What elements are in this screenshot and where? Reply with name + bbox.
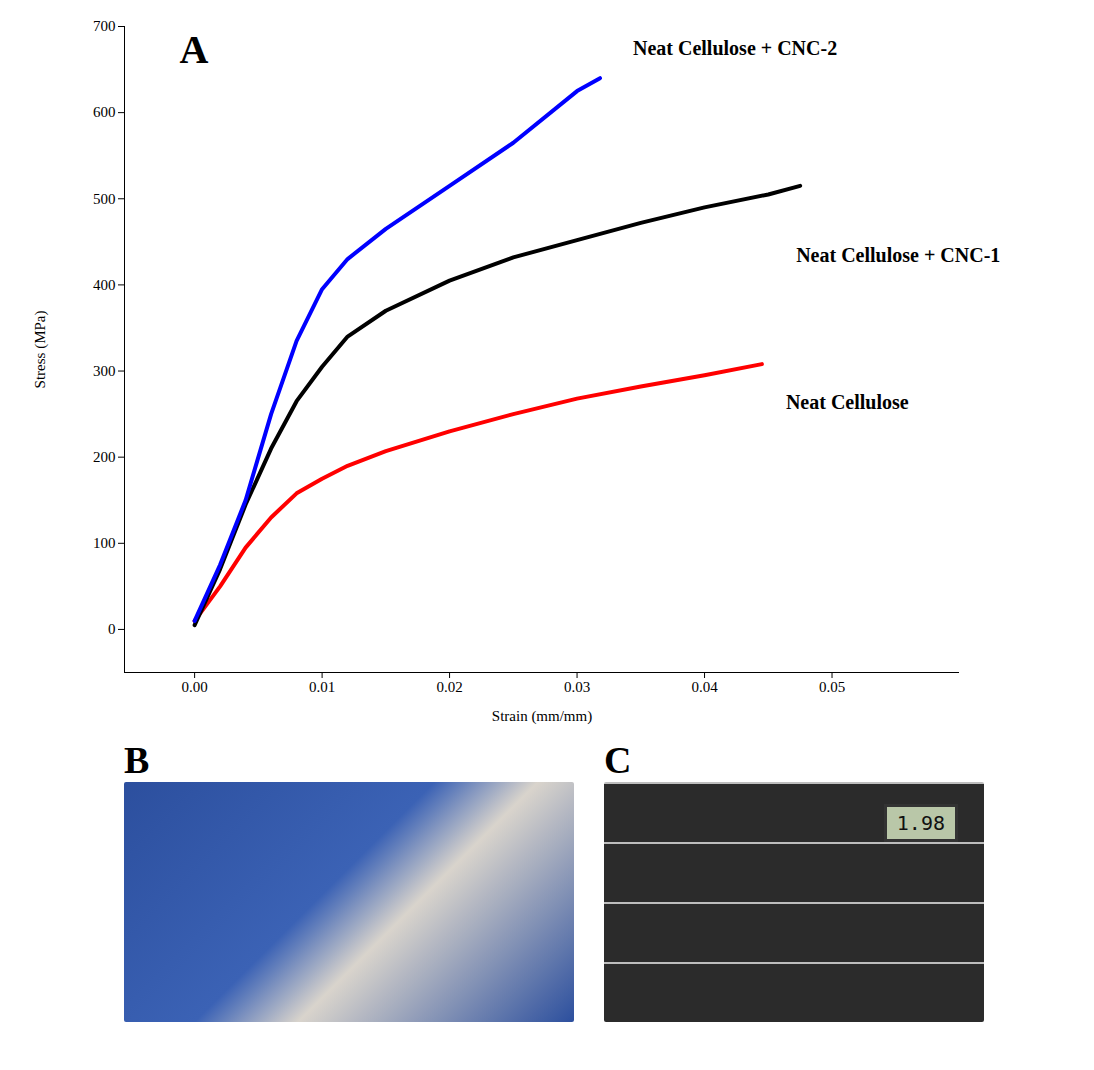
svg-text:A: A [180,27,209,72]
html-text:B: B [124,739,150,781]
svg-text:0.05: 0.05 [819,679,845,695]
svg-text:0.02: 0.02 [436,679,462,695]
svg-text:500: 500 [93,191,116,207]
svg-text:300: 300 [93,363,116,379]
svg-text:700: 700 [93,18,116,34]
svg-text:Strain (mm/mm): Strain (mm/mm) [492,708,592,725]
svg-text:0.03: 0.03 [564,679,590,695]
svg-text:0.04: 0.04 [691,679,718,695]
svg-text:Neat Cellulose + CNC-1: Neat Cellulose + CNC-1 [796,244,1000,266]
svg-text:100: 100 [93,535,116,551]
svg-text:0.01: 0.01 [309,679,335,695]
svg-text:200: 200 [93,449,116,465]
svg-text:Neat Cellulose: Neat Cellulose [786,391,909,413]
html-text:C: C [604,739,632,781]
svg-text:Stress (MPa): Stress (MPa) [32,311,49,389]
svg-text:0.00: 0.00 [181,679,207,695]
svg-text:600: 600 [93,104,116,120]
svg-text:400: 400 [93,277,116,293]
svg-text:0: 0 [108,621,116,637]
html-text:1.98: 1.98 [896,811,945,835]
svg-text:Neat Cellulose + CNC-2: Neat Cellulose + CNC-2 [633,37,837,59]
